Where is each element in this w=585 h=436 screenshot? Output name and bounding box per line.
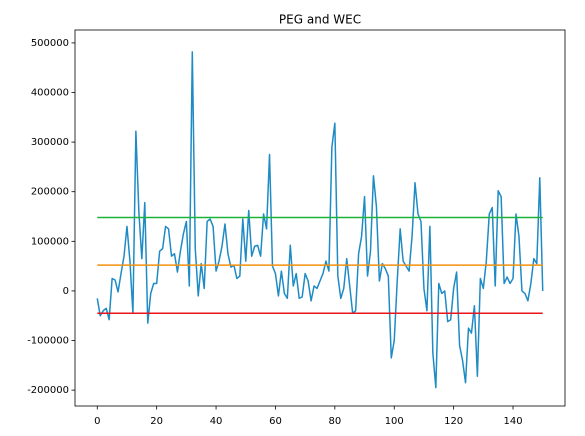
y-tick-label: 100000 bbox=[31, 236, 69, 247]
x-tick-label: 100 bbox=[385, 416, 404, 427]
y-tick-label: 500000 bbox=[31, 38, 69, 49]
chart-title: PEG and WEC bbox=[279, 13, 361, 27]
y-tick-label: 200000 bbox=[31, 187, 69, 198]
x-tick-label: 0 bbox=[94, 416, 100, 427]
x-tick-label: 120 bbox=[444, 416, 463, 427]
y-tick-label: -200000 bbox=[27, 385, 69, 396]
x-tick-label: 20 bbox=[150, 416, 163, 427]
x-tick-label: 140 bbox=[503, 416, 522, 427]
x-tick-label: 40 bbox=[210, 416, 223, 427]
data-line bbox=[96, 51, 544, 389]
y-tick-label: -100000 bbox=[27, 336, 69, 347]
x-tick-label: 60 bbox=[269, 416, 282, 427]
y-tick-label: 400000 bbox=[31, 88, 69, 99]
x-tick-label: 80 bbox=[328, 416, 341, 427]
plot-frame bbox=[74, 29, 566, 407]
y-tick-label: 300000 bbox=[31, 137, 69, 148]
y-tick-label: 0 bbox=[63, 286, 69, 297]
